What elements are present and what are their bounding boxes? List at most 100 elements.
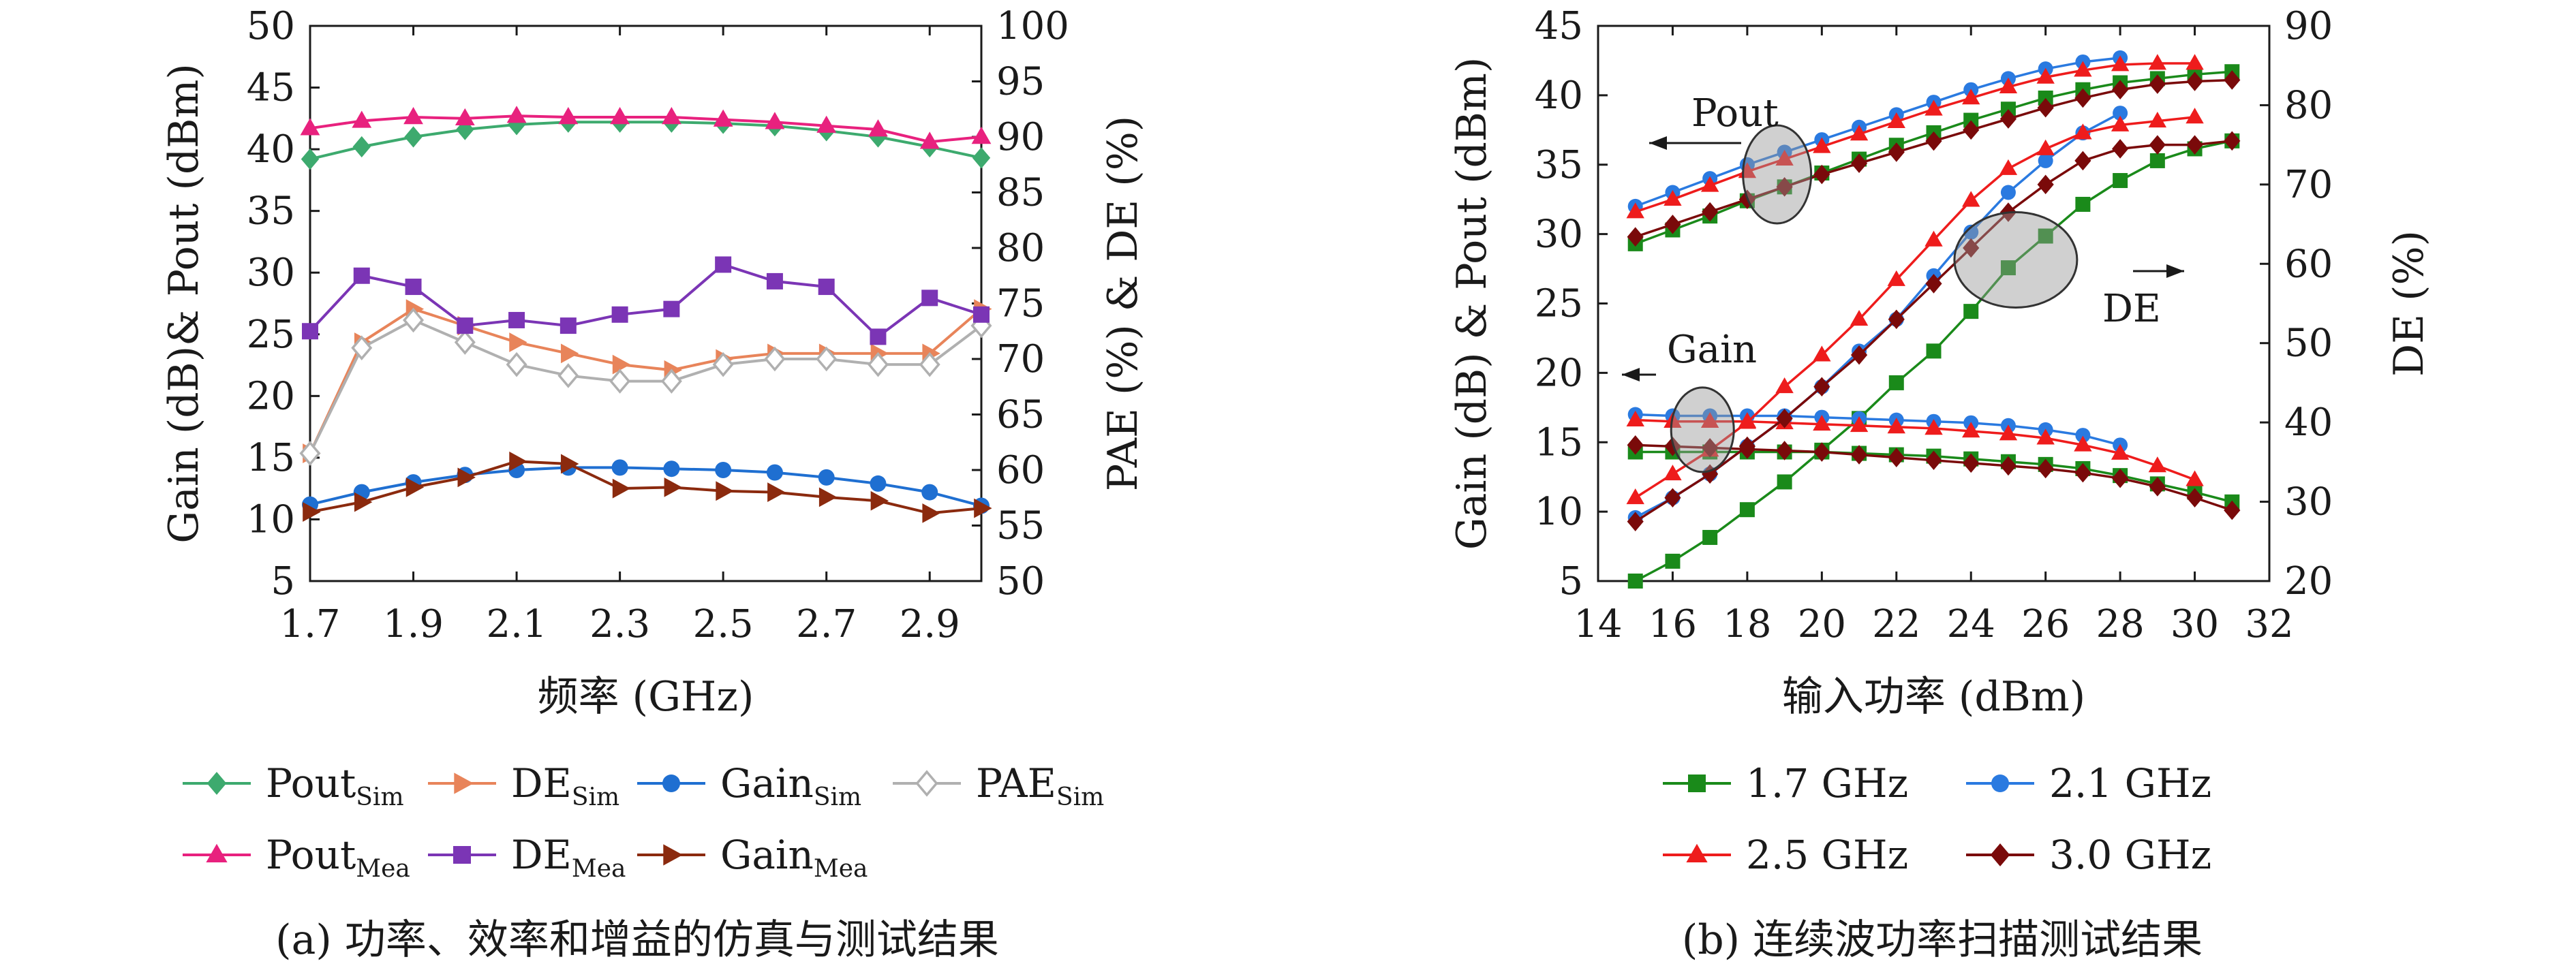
b-point-f25-de [1850, 310, 1869, 326]
a-legend-sub-gain_sim: Sim [814, 783, 861, 811]
b-annotation-de: DE [2102, 287, 2161, 331]
a-legend-sub-de_mea: Mea [572, 855, 626, 883]
a-legend-marker-gain_sim [662, 775, 680, 792]
b-point-f25-gain [1813, 415, 1831, 431]
a-point-gain_mea [664, 477, 682, 497]
a-point-pout_sim [404, 126, 423, 148]
b-point-f30-gain [1813, 442, 1830, 462]
a-point-pout_mea [455, 108, 475, 126]
a-legend-marker-de_mea [453, 846, 471, 864]
b-x-tick-label: 28 [2096, 602, 2144, 646]
panel-a: 1.7 1.9 2.1 2.3 2.5 2.7 2.9 5 10 15 20 25 30 35 40 45 50… [160, 4, 1147, 883]
b-yl-tick-label: 35 [1535, 143, 1583, 187]
b-yl-tick-label: 25 [1535, 282, 1583, 326]
b-x-tick-label: 26 [2021, 602, 2070, 646]
b-point-f25-pout [1999, 77, 2018, 93]
b-yr-tick-label: 90 [2284, 4, 2333, 48]
b-point-f25-pout [1700, 176, 1719, 192]
a-legend-marker-pout_mea [206, 843, 228, 863]
b-point-f25-gain [1850, 416, 1869, 433]
a-series-line-de_sim [309, 307, 983, 454]
a-point-pout_mea [868, 119, 888, 137]
b-point-f25-pout [1850, 125, 1869, 141]
a-point-pae_sim [351, 335, 373, 361]
b-point-f30-gain [2224, 500, 2241, 520]
a-point-gain_sim [663, 460, 680, 478]
b-point-f30-de [1963, 238, 1980, 258]
b-point-f25-pout [1813, 137, 1831, 153]
b-point-f21-de [1963, 224, 1979, 240]
b-point-f30-gain [2149, 477, 2166, 497]
a-legend-marker-gain_mea [663, 844, 683, 866]
a-point-pae_sim [867, 351, 889, 377]
a-legend-label-gain_sim: GainSim [720, 760, 861, 811]
b-yl-tick-label: 15 [1535, 420, 1583, 465]
b-point-f25-gain [2148, 456, 2167, 473]
a-yr-tick-label: 65 [996, 393, 1045, 437]
b-point-f25-de [1775, 377, 1794, 394]
a-legend-sub-pae_sim: Sim [1056, 783, 1104, 811]
b-legend-marker-f21 [1991, 775, 2009, 792]
a-x-tick-label: 1.7 [279, 602, 340, 646]
a-point-gain_mea [818, 487, 838, 507]
b-point-f25-de [2148, 111, 2167, 128]
b-point-f25-pout [1626, 202, 1644, 219]
b-point-f21-gain [2075, 428, 2091, 443]
a-series-line-de_mea [309, 263, 982, 339]
a-point-de_mea [353, 267, 370, 284]
b-point-f30-pout [2112, 80, 2129, 100]
b-yr-tick-label: 70 [2284, 163, 2333, 207]
a-yl-tick-label: 25 [247, 313, 295, 357]
b-point-f17-de [1888, 375, 1904, 390]
b-point-f25-pout [1663, 189, 1682, 206]
b-point-f30-de [1925, 274, 1942, 294]
a-point-pae_sim [609, 369, 631, 394]
b-x-tick-label: 18 [1723, 602, 1771, 646]
b-point-f30-pout [2224, 70, 2241, 90]
b-point-f30-de [1664, 488, 1681, 508]
b-point-f17-de [2113, 173, 2128, 189]
a-point-pout_mea [610, 107, 630, 125]
b-point-f30-de [2074, 151, 2091, 171]
b-point-f30-de [2224, 131, 2241, 151]
b-point-f30-de [1888, 309, 1905, 330]
a-point-pout_mea [765, 112, 785, 129]
b-annotation-gain: Gain [1667, 328, 1757, 372]
panel-b: 14 16 18 20 22 24 26 28 30 32 5 10 15 20 25 30 35 40 45 20 3… [1448, 4, 2433, 878]
b-yl-tick-label: 5 [1559, 559, 1583, 604]
a-x-tick-label: 2.9 [900, 602, 960, 646]
a-legend-label-de_sim: DESim [511, 760, 619, 811]
b-yr-tick-label: 50 [2284, 322, 2333, 366]
b-legend-label-f21: 2.1 GHz [2049, 760, 2211, 807]
a-y-right-axis-label: PAE (%) & DE (%) [1099, 116, 1147, 491]
b-point-f30-pout [1850, 153, 1868, 174]
b-yr-tick-label: 40 [2284, 401, 2333, 445]
a-point-pout_mea [661, 107, 681, 125]
b-point-f25-de [1962, 191, 1980, 207]
b-point-f30-de [2112, 139, 2129, 159]
b-point-f30-pout [2149, 74, 2166, 94]
b-yr-tick-label: 20 [2284, 559, 2333, 604]
b-x-tick-label: 14 [1574, 602, 1622, 646]
a-legend-sub-de_sim: Sim [572, 783, 619, 811]
a-point-pae_sim [919, 351, 940, 377]
b-point-f30-de [2149, 135, 2166, 155]
b-point-f30-gain [1627, 435, 1644, 455]
a-series-line-gain_mea [309, 460, 982, 515]
b-point-f25-gain [2074, 435, 2092, 452]
b-point-f25-pout [2074, 61, 2092, 77]
b-x-axis-label: 输入功率 (dBm) [1782, 673, 2085, 721]
a-yr-tick-label: 50 [996, 559, 1045, 604]
a-x-tick-label: 2.3 [589, 602, 650, 646]
b-yl-tick-label: 45 [1535, 4, 1583, 48]
a-point-de_mea [302, 323, 318, 340]
a-yl-tick-label: 50 [247, 4, 295, 48]
b-point-f30-pout [1813, 164, 1830, 185]
a-legend-sub-pout_mea: Mea [356, 855, 410, 883]
b-point-f25-gain [2036, 428, 2055, 445]
b-point-f25-de [1887, 270, 1905, 286]
b-point-f25-gain [2186, 470, 2204, 486]
b-annotation-pout: Pout [1691, 91, 1779, 136]
a-yl-tick-label: 10 [247, 497, 295, 542]
a-point-pae_sim [454, 330, 476, 355]
